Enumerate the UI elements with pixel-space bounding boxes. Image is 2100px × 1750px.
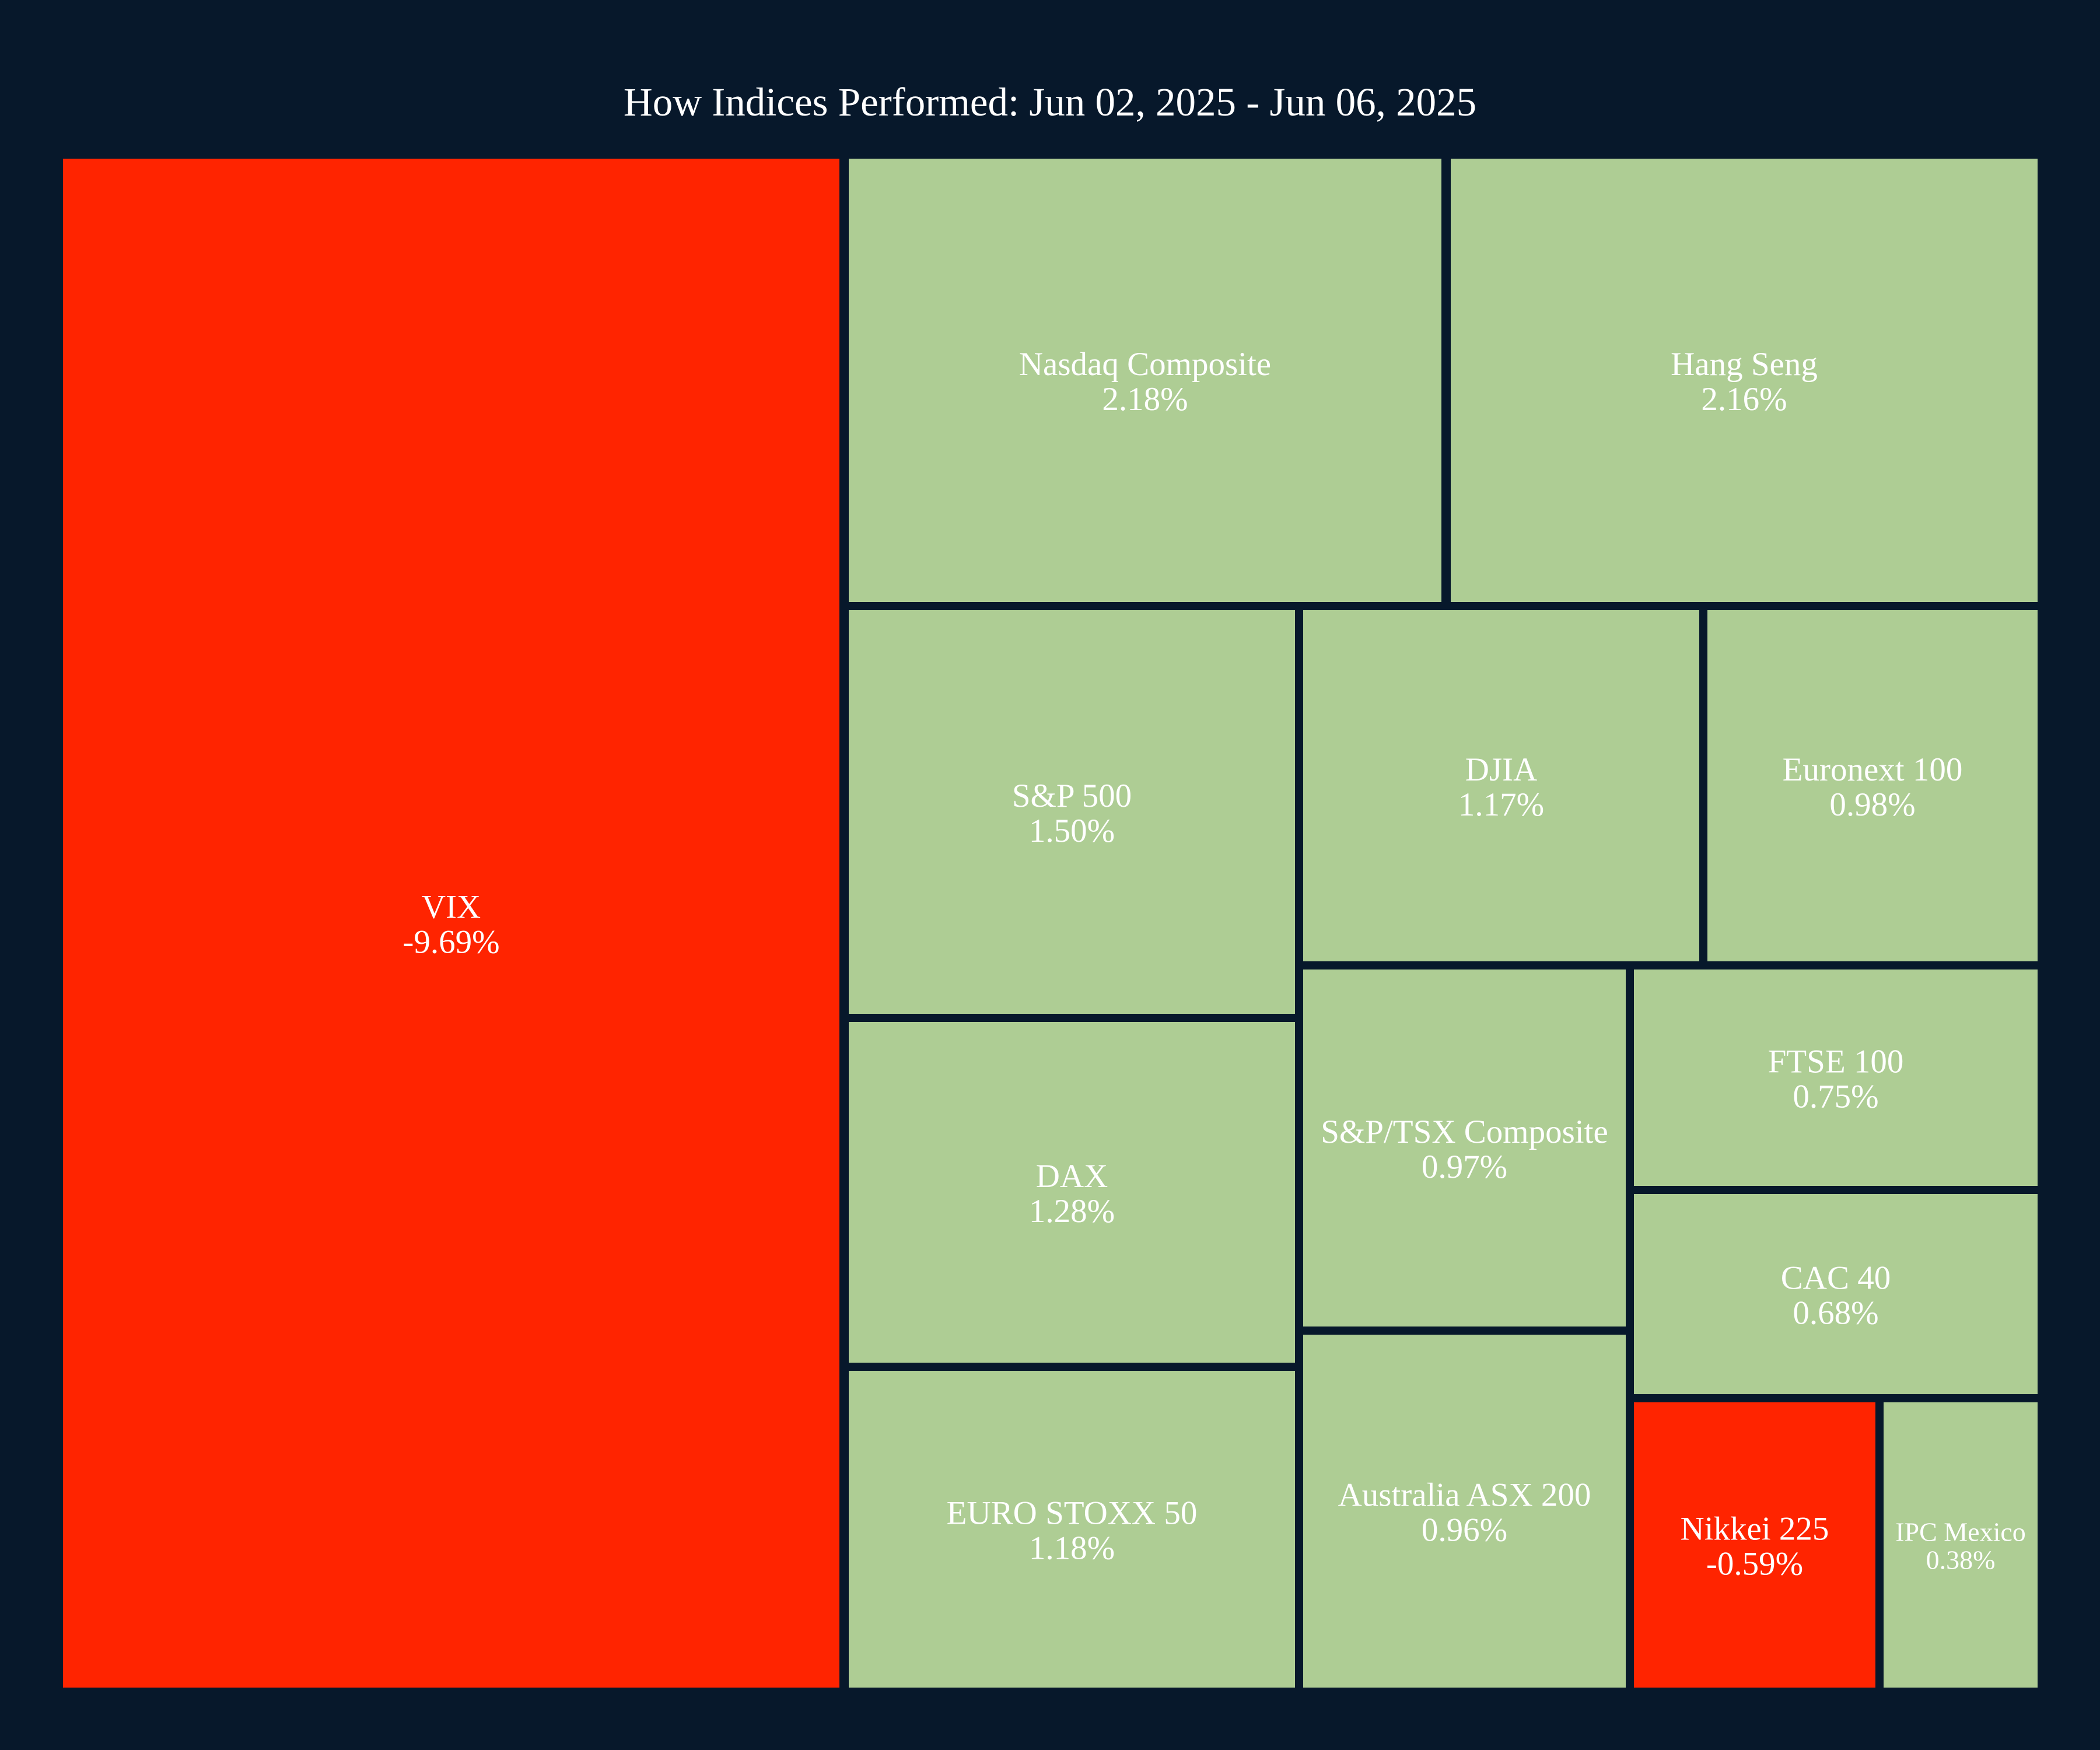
tile-name-s-p-500: S&P 500 xyxy=(1012,778,1132,814)
tile-value-ipc-mexico: 0.38% xyxy=(1926,1545,1996,1575)
tile-rect-euro-stoxx-50 xyxy=(849,1371,1295,1688)
tile-name-s-p-tsx-composite: S&P/TSX Composite xyxy=(1321,1114,1608,1150)
tile-name-ipc-mexico: IPC Mexico xyxy=(1895,1517,2026,1546)
tile-rect-ipc-mexico xyxy=(1884,1402,2038,1688)
tile-name-cac-40: CAC 40 xyxy=(1781,1260,1891,1297)
tile-value-euronext-100: 0.98% xyxy=(1829,786,1915,823)
tile-nikkei-225: Nikkei 225-0.59% xyxy=(1634,1402,1875,1688)
tile-rect-euronext-100 xyxy=(1707,610,2038,961)
tile-value-dax: 1.28% xyxy=(1029,1193,1115,1230)
tile-rect-s-p-tsx-composite xyxy=(1303,970,1626,1326)
tile-rect-cac-40 xyxy=(1634,1194,2038,1394)
tile-value-s-p-tsx-composite: 0.97% xyxy=(1422,1149,1507,1185)
tile-euro-stoxx-50: EURO STOXX 501.18% xyxy=(849,1371,1295,1688)
tile-value-euro-stoxx-50: 1.18% xyxy=(1029,1530,1115,1566)
tile-value-s-p-500: 1.50% xyxy=(1029,813,1115,849)
tile-cac-40: CAC 400.68% xyxy=(1634,1194,2038,1394)
tile-value-nikkei-225: -0.59% xyxy=(1706,1545,1803,1582)
tile-name-australia-asx-200: Australia ASX 200 xyxy=(1338,1477,1591,1514)
tile-value-cac-40: 0.68% xyxy=(1793,1294,1878,1331)
tile-name-vix: VIX xyxy=(422,889,481,926)
tile-rect-vix xyxy=(63,159,839,1688)
tile-rect-djia xyxy=(1303,610,1699,961)
tile-name-euro-stoxx-50: EURO STOXX 50 xyxy=(947,1495,1198,1532)
tile-rect-hang-seng xyxy=(1451,159,2038,602)
tile-value-nasdaq-composite: 2.18% xyxy=(1102,381,1188,418)
tile-name-nikkei-225: Nikkei 225 xyxy=(1681,1511,1829,1548)
chart-title: How Indices Performed: Jun 02, 2025 - Ju… xyxy=(623,80,1477,124)
tile-rect-australia-asx-200 xyxy=(1303,1335,1626,1688)
tile-value-hang-seng: 2.16% xyxy=(1701,381,1787,418)
tile-rect-ftse-100 xyxy=(1634,970,2038,1186)
tile-value-australia-asx-200: 0.96% xyxy=(1422,1511,1507,1548)
tile-value-ftse-100: 0.75% xyxy=(1793,1078,1878,1115)
tile-name-ftse-100: FTSE 100 xyxy=(1768,1044,1904,1080)
tile-rect-dax xyxy=(849,1022,1295,1363)
tile-name-euronext-100: Euronext 100 xyxy=(1783,751,1963,788)
tile-rect-s-p-500 xyxy=(849,610,1295,1014)
tile-name-dax: DAX xyxy=(1036,1158,1108,1195)
tile-rect-nikkei-225 xyxy=(1634,1402,1875,1688)
tile-name-hang-seng: Hang Seng xyxy=(1671,346,1818,383)
tile-name-djia: DJIA xyxy=(1465,751,1538,788)
tile-value-vix: -9.69% xyxy=(402,923,499,960)
tile-name-nasdaq-composite: Nasdaq Composite xyxy=(1019,346,1271,383)
tile-rect-nasdaq-composite xyxy=(849,159,1441,602)
tile-vix: VIX-9.69% xyxy=(63,159,839,1688)
tile-value-djia: 1.17% xyxy=(1458,786,1544,823)
